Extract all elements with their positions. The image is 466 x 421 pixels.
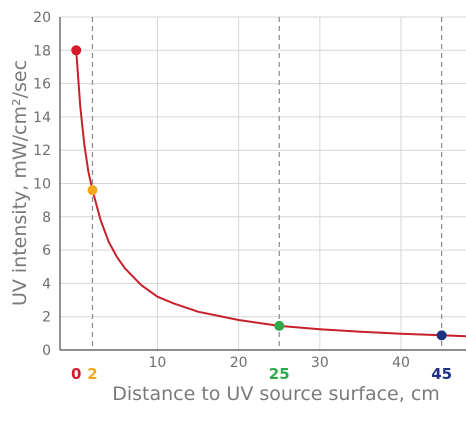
y-tick-label: 14: [33, 110, 51, 126]
x-tick-label: 30: [311, 355, 329, 371]
x-axis-title: Distance to UV source surface, cm: [112, 383, 440, 405]
y-tick-label: 20: [33, 10, 51, 26]
series: [75, 50, 466, 338]
x-tick-label: 10: [149, 355, 167, 371]
y-axis-title: UV intensity, mW/cm²/sec: [9, 60, 31, 306]
marker-distance-label: 25: [269, 365, 290, 383]
markers: [71, 45, 447, 341]
y-tick-label: 10: [33, 177, 51, 193]
x-tick-label: 40: [392, 355, 410, 371]
y-tick-label: 16: [33, 77, 51, 93]
data-point-marker: [274, 320, 285, 331]
y-tick-label: 8: [42, 210, 51, 226]
marker-guide-lines: [91, 17, 443, 350]
y-tick-label: 6: [42, 243, 51, 259]
marker-distance-label: 45: [431, 365, 452, 383]
x-tick-label: 20: [230, 355, 248, 371]
marker-distance-label: 2: [87, 365, 97, 383]
y-tick-label: 2: [42, 310, 51, 326]
y-tick-label: 0: [42, 343, 51, 359]
axes: [59, 17, 466, 351]
marker-distance-label: 0: [71, 365, 81, 383]
grid: [60, 16, 466, 350]
y-tick-label: 12: [33, 143, 51, 159]
data-point-marker: [436, 330, 447, 341]
data-point-marker: [87, 185, 98, 196]
data-point-marker: [71, 45, 82, 56]
y-tick-label: 18: [33, 43, 51, 59]
intensity-curve: [75, 50, 466, 338]
y-tick-label: 4: [42, 276, 51, 292]
